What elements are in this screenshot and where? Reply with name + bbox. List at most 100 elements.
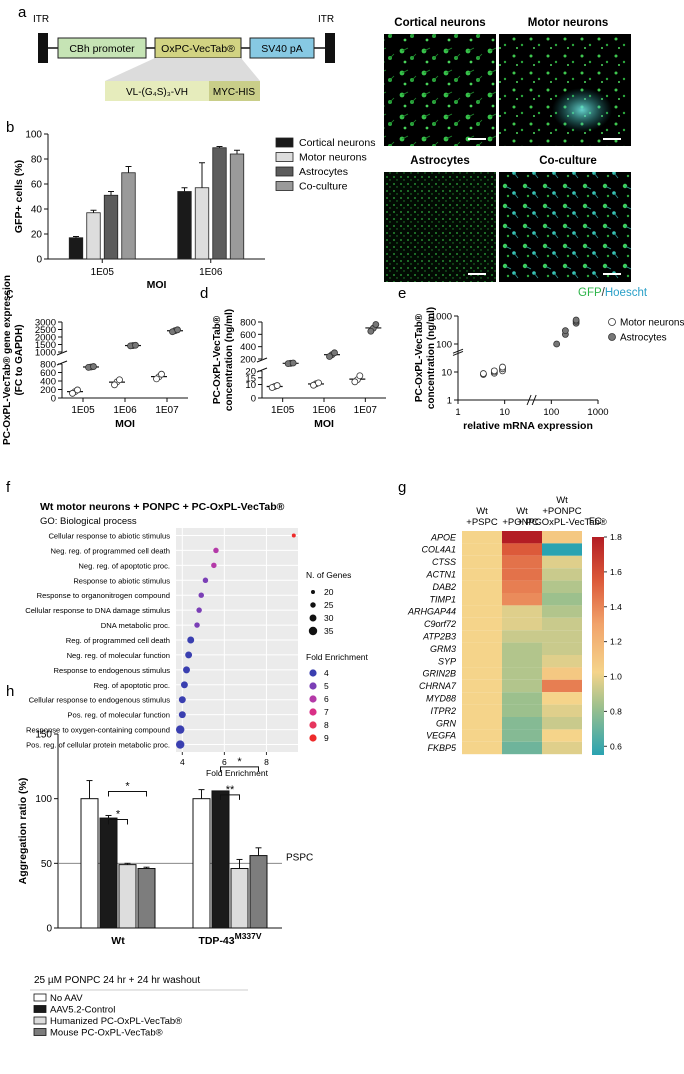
- data-point-d: [356, 372, 364, 380]
- heatmap-cell-g: [462, 642, 502, 655]
- legend-label-h: Humanized PC-OxPL-VecTab®: [50, 1016, 182, 1027]
- data-point-d: [289, 359, 297, 367]
- itr-right-label: ITR: [318, 14, 334, 25]
- legend-swatch-h: [33, 993, 47, 1002]
- micrograph-title-cortical: Cortical neurons: [394, 17, 485, 29]
- vl-vh-label: VL-(G₄S)₃-VH: [126, 87, 188, 98]
- y-tick-label-b: 100: [25, 130, 42, 141]
- data-point-d: [367, 327, 375, 335]
- heatmap-column-header-line-g: +PONPC: [542, 506, 581, 517]
- significance-label-h: *: [125, 780, 130, 792]
- micrograph-title-motor: Motor neurons: [528, 17, 609, 29]
- heatmap-row-label-g: ACTN1: [425, 570, 456, 580]
- bar-h: [192, 798, 211, 929]
- heatmap-row-label-g: APOE: [430, 532, 457, 542]
- legend-marker-e: [608, 333, 616, 341]
- data-point-c: [174, 326, 181, 334]
- heatmap-column-header-line-g: Wt: [556, 495, 568, 506]
- heatmap-column-header-g: Wt +PONPC: [502, 506, 541, 528]
- heatmap-cell-g: [502, 593, 542, 606]
- heatmap-row-label-g: C9orf72: [424, 619, 456, 629]
- colorbar-tick-label-g: 1.0: [610, 672, 622, 682]
- x-tick-label-f: 8: [264, 757, 269, 767]
- legend-swatch-b: [275, 166, 294, 177]
- x-axis-title-c: MOI: [115, 418, 135, 430]
- heatmap-cell-g: [542, 667, 582, 680]
- colorbar-tick-label-g: 1.6: [610, 567, 622, 577]
- y-tick-label-b: 60: [31, 180, 43, 191]
- y-axis-break-e: [452, 348, 464, 356]
- heatmap-row-label-g: COL4A1: [421, 545, 456, 555]
- chart-b-gfp-bars: 0 20 40 60 80 100 1E05 1E06 MOI GFP+ cells (%) Cor…: [13, 130, 375, 292]
- go-term-dot-f: [183, 666, 190, 674]
- go-term-dot-f: [176, 725, 185, 734]
- panel-label-b: b: [6, 119, 14, 136]
- heatmap-row-label-g: GRM3: [430, 644, 456, 654]
- heatmap-cell-g: [502, 543, 542, 556]
- bar-h: [118, 864, 137, 929]
- bar-h: [137, 868, 156, 929]
- heatmap-cell-g: [502, 630, 542, 643]
- go-term-dot-f: [211, 562, 217, 569]
- y-tick-label-c: 400: [40, 377, 56, 388]
- y-tick-label-h: 0: [46, 924, 52, 935]
- y-tick-label-d: 400: [240, 342, 256, 353]
- heatmap-cell-g: [462, 717, 502, 730]
- legend-marker-e: [608, 318, 616, 326]
- go-term-dot-f: [185, 651, 193, 659]
- legend-swatch-h: [33, 1016, 47, 1025]
- x-tick-label-b: 1E05: [91, 267, 115, 278]
- color-legend-label-f: 9: [324, 733, 329, 743]
- y-tick-label-h: 100: [35, 794, 52, 805]
- go-term-dot-f: [291, 533, 296, 538]
- color-legend-dot-f: [309, 708, 317, 716]
- heatmap-cell-g: [542, 531, 582, 544]
- legend-label-b: Astrocytes: [299, 166, 348, 178]
- heatmap-column-header-line-g: Wt: [476, 506, 488, 517]
- legend-label-b: Co-culture: [299, 181, 348, 193]
- heatmap-cell-g: [542, 717, 582, 730]
- chart-e-correlation: 1 10 100 1000 1 10 100 1000 Motor neurons Astrocy…: [414, 307, 684, 432]
- y-tick-label-b: 40: [31, 205, 43, 216]
- heatmap-cell-g: [462, 630, 502, 643]
- x-tick-label-h: TDP-43M337V: [198, 931, 261, 947]
- data-point-d: [315, 379, 322, 387]
- y-tick-label-d: 800: [240, 318, 256, 329]
- heatmap-cell-g: [502, 679, 542, 693]
- heatmap-cell-g: [502, 667, 542, 680]
- itr-right-bar: [325, 33, 335, 63]
- y-tick-label-c: 1500: [35, 340, 56, 351]
- y-tick-label-d: 0: [251, 394, 256, 405]
- heatmap-cell-g: [542, 692, 582, 705]
- heatmap-column-header-line-g: Wt: [516, 506, 528, 517]
- heatmap-row-label-g: ARHGAP44: [407, 607, 456, 617]
- micrograph-astrocytes: [384, 172, 496, 282]
- significance-label-h: *: [237, 756, 242, 768]
- heatmap-cell-g: [502, 568, 542, 581]
- heatmap-cell-g: [462, 667, 502, 680]
- significance-label-h: **: [226, 784, 235, 796]
- significance-bracket-h: [108, 790, 147, 797]
- y-tick-label-h: 150: [35, 730, 52, 741]
- size-legend-label-f: 30: [324, 613, 334, 623]
- treatment-label-h: 25 µM PONPC 24 hr + 24 hr washout: [34, 975, 200, 986]
- legend-label-h: AAV5.2-Control: [50, 1005, 115, 1016]
- legend-swatch-h: [33, 1028, 47, 1036]
- heatmap-cell-g: [542, 555, 582, 569]
- heatmap-cell-g: [462, 593, 502, 606]
- heatmap-cell-g: [502, 642, 542, 655]
- y-tick-label-c: 600: [40, 368, 56, 379]
- y-tick-label-e: 10: [441, 368, 452, 379]
- y-axis-subtitle-c: (FC to GAPDH): [14, 324, 25, 395]
- color-legend-title-f: Fold Enrichment: [306, 652, 369, 662]
- y-axis-title-e: PC-OxPL-VecTab®: [414, 313, 425, 402]
- heatmap-column-header-g: Wt +PSPC: [466, 506, 498, 528]
- y-tick-label-c: 2500: [35, 325, 56, 336]
- y-tick-label-d: 20: [245, 367, 256, 378]
- color-legend-label-f: 4: [324, 668, 329, 678]
- colorbar-title-g: FC: [589, 516, 602, 527]
- data-point-c: [132, 341, 139, 349]
- colorbar-tick-label-g: 0.6: [610, 741, 622, 751]
- micrograph-panel: Cortical neurons Motor neurons Astrocyte…: [384, 17, 648, 299]
